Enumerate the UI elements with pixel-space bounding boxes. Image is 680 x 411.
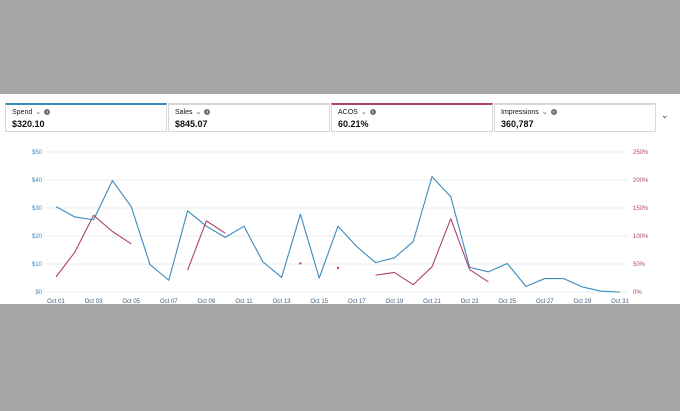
left-axis-tick-label: $20: [32, 234, 43, 240]
x-axis-tick-label: Oct 07: [160, 299, 178, 304]
right-axis-tick-label: 50%: [633, 262, 646, 268]
series-1-line: [187, 220, 226, 271]
series-1-line: [375, 218, 489, 286]
metric-label: Impressions: [501, 109, 539, 116]
metric-label: Sales: [175, 109, 193, 116]
x-axis-tick-label: Oct 09: [198, 299, 216, 304]
x-axis-tick-label: Oct 19: [386, 299, 404, 304]
x-axis-tick-label: Oct 27: [536, 299, 554, 304]
metric-label: ACOS: [338, 109, 358, 116]
metric-tile-spend[interactable]: Spend ⌄ i $320.10: [5, 103, 167, 132]
info-icon[interactable]: i: [550, 109, 557, 116]
x-axis-tick-label: Oct 05: [122, 299, 140, 304]
right-axis-tick-label: 0%: [633, 290, 642, 296]
x-axis-tick-label: Oct 31: [611, 299, 629, 304]
right-axis-tick-label: 250%: [633, 150, 649, 156]
series-1-point: [336, 266, 340, 270]
series-1-point: [299, 262, 302, 265]
metric-value: 60.21%: [338, 119, 369, 129]
x-axis-tick-label: Oct 25: [498, 299, 516, 304]
metric-value: $845.07: [175, 119, 208, 129]
x-axis-tick-label: Oct 13: [273, 299, 291, 304]
x-axis-tick-label: Oct 03: [85, 299, 103, 304]
right-axis-tick-label: 100%: [633, 234, 649, 240]
x-axis-tick-label: Oct 01: [47, 299, 65, 304]
chevron-down-icon[interactable]: ⌄: [541, 109, 548, 116]
x-axis-tick-label: Oct 11: [235, 299, 253, 304]
chevron-down-icon[interactable]: ⌄: [35, 109, 42, 116]
series-1-line: [55, 214, 132, 278]
line-chart: $0 $10 $20 $30 $40 $50 0% 50% 100% 150% 200% 250% Oc…: [32, 150, 649, 304]
left-axis-tick-label: $10: [32, 262, 43, 268]
metric-tile-acos[interactable]: ACOS ⌄ i 60.21%: [331, 103, 493, 132]
x-axis-tick-label: Oct 21: [423, 299, 441, 304]
info-icon[interactable]: i: [204, 109, 211, 116]
left-axis-tick-label: $0: [35, 290, 42, 296]
metric-tile-impressions[interactable]: Impressions ⌄ i 360,787: [494, 103, 656, 132]
chevron-down-icon[interactable]: ⌄: [195, 109, 202, 116]
left-axis-tick-label: $50: [32, 150, 43, 156]
left-axis-tick-label: $40: [32, 178, 43, 184]
chevron-down-icon[interactable]: ⌄: [360, 109, 367, 116]
x-axis-tick-label: Oct 15: [310, 299, 328, 304]
expand-chevron-down-icon[interactable]: ⌄: [661, 110, 669, 120]
chart-card: Spend ⌄ i $320.10 Sales ⌄ i $845.07 ACOS ⌄ i 6…: [0, 94, 680, 304]
metric-tile-sales[interactable]: Sales ⌄ i $845.07: [168, 103, 330, 132]
x-axis-tick-label: Oct 29: [574, 299, 592, 304]
info-icon[interactable]: i: [44, 109, 51, 116]
x-axis-tick-label: Oct 23: [461, 299, 479, 304]
info-icon[interactable]: i: [369, 109, 376, 116]
right-axis-tick-label: 200%: [633, 178, 649, 184]
x-axis-tick-label: Oct 17: [348, 299, 366, 304]
metric-value: $320.10: [12, 119, 45, 129]
metric-tiles: Spend ⌄ i $320.10 Sales ⌄ i $845.07 ACOS ⌄ i 6…: [5, 103, 656, 134]
series-0-line: [55, 176, 621, 293]
right-axis-tick-label: 150%: [633, 206, 649, 212]
left-axis-tick-label: $30: [32, 206, 43, 212]
metric-value: 360,787: [501, 119, 534, 129]
metric-label: Spend: [12, 109, 33, 116]
